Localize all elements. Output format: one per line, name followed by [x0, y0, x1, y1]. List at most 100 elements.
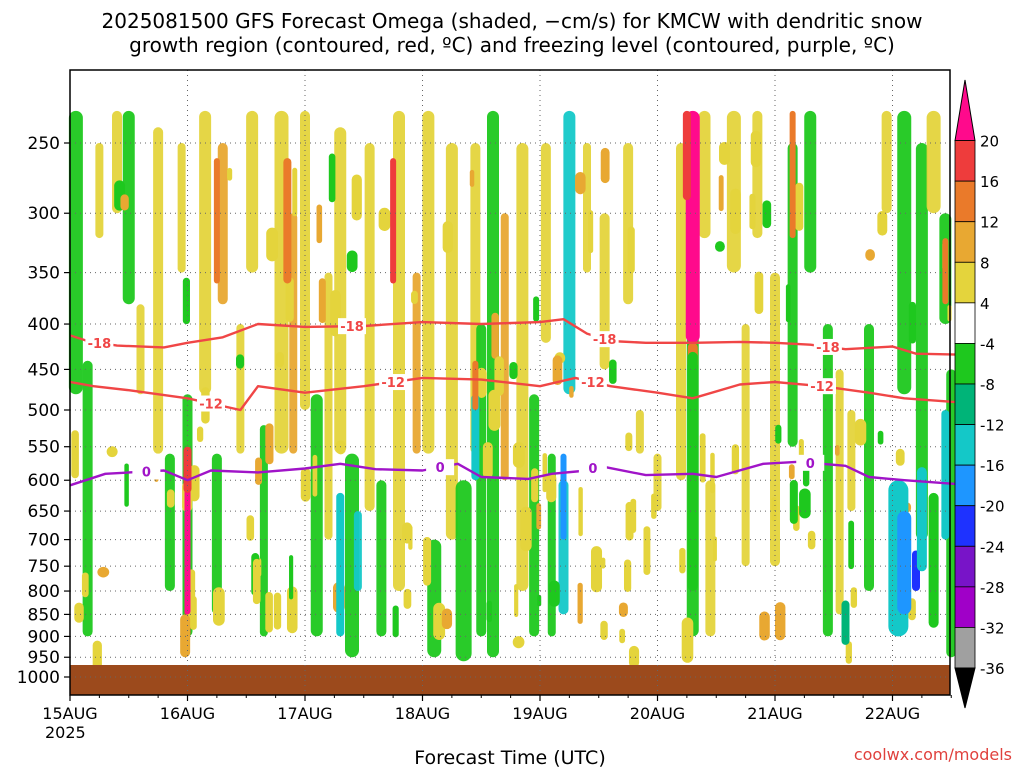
omega-shade	[318, 278, 326, 324]
credit-text: coolwx.com/models	[854, 745, 1012, 764]
omega-shade	[651, 493, 657, 519]
contour-label-bg	[426, 459, 455, 476]
omega-shade	[679, 547, 686, 574]
omega-shade	[106, 446, 118, 458]
omega-shade	[246, 515, 255, 541]
colorbar-segment	[954, 424, 976, 466]
omega-shade	[252, 558, 261, 605]
x-tick-label: 17AUG	[277, 704, 332, 723]
omega-shade	[822, 324, 833, 637]
omega-shade	[227, 167, 233, 181]
omega-shade	[563, 110, 576, 395]
contour-label-bg	[813, 338, 842, 355]
omega-shade	[718, 175, 724, 212]
omega-shade	[749, 193, 756, 230]
omega-shade	[412, 272, 421, 454]
omega-shade	[710, 452, 715, 494]
colorbar-label: -4	[980, 335, 995, 353]
omega-shade	[789, 110, 796, 239]
omega-shade	[392, 605, 399, 638]
omega-shade	[95, 143, 104, 239]
omega-shade	[166, 489, 175, 508]
omega-shade	[153, 127, 164, 454]
omega-shade	[182, 277, 190, 325]
omega-shade	[445, 143, 458, 540]
colorbar-label: 12	[980, 214, 999, 232]
contour-label-bg	[578, 374, 607, 391]
omega-shade	[273, 592, 282, 630]
contour-label: 0	[806, 457, 815, 472]
omega-shade	[552, 355, 563, 385]
omega-shade	[719, 142, 730, 165]
omega-shade	[292, 167, 298, 217]
omega-shade	[681, 617, 694, 663]
omega-shade	[850, 587, 858, 608]
colorbar-segment	[954, 140, 976, 182]
contour-label: -12	[810, 380, 834, 395]
omega-shade	[588, 210, 594, 254]
x-tick-label: 16AUG	[160, 704, 215, 723]
contour-label: 0	[142, 465, 151, 480]
y-tick-label: 800	[28, 582, 60, 602]
omega-shade	[699, 433, 706, 483]
omega-shade	[120, 194, 129, 211]
omega-shade	[941, 410, 950, 540]
omega-shade	[599, 213, 610, 370]
contour-label: 0	[436, 461, 445, 476]
omega-shade	[590, 546, 603, 593]
omega-shade	[854, 418, 867, 446]
omega-shade	[402, 522, 413, 544]
contour-layer: -18 -18 -18 -18 -12 -12 -12 -12 0 0 0 0	[69, 318, 958, 487]
chart-title-line-2: growth region (contoured, red, ºC) and f…	[129, 33, 895, 57]
colorbar-segment	[954, 343, 976, 385]
omega-shade	[213, 158, 220, 284]
contour-label-bg	[338, 318, 366, 335]
omega-shade	[364, 143, 375, 512]
omega-shade	[643, 526, 651, 576]
omega-shade	[916, 467, 927, 572]
omega-shade	[741, 324, 750, 567]
omega-shade	[895, 448, 905, 466]
omega-shade	[310, 394, 323, 637]
colorbar-segment	[954, 586, 976, 628]
x-year-label: 2025	[45, 723, 86, 742]
omega-shade	[81, 572, 89, 598]
omega-shade	[180, 614, 191, 658]
omega-shade	[627, 226, 635, 274]
colorbar-label: -12	[980, 417, 1005, 435]
contour-label-bg	[796, 454, 825, 471]
omega-shade	[236, 324, 245, 454]
colorbar-segment	[954, 464, 976, 507]
contour-label: 0	[588, 462, 597, 477]
y-tick-label: 850	[28, 605, 60, 625]
omega-shade	[488, 389, 501, 431]
omega-shade	[618, 602, 628, 617]
omega-shade	[877, 430, 884, 445]
omega-shade	[540, 143, 551, 343]
omega-shade	[600, 620, 608, 640]
y-tick-label: 250	[28, 134, 60, 154]
chart-title-line-1: 2025081500 GFS Forecast Omega (shaded, −…	[102, 9, 923, 33]
y-tick-label: 500	[28, 401, 60, 421]
omega-shade	[865, 249, 875, 261]
omega-shade	[316, 204, 323, 244]
colorbar-segment	[954, 505, 976, 547]
omega-shade	[770, 272, 780, 567]
omega-shade	[74, 602, 84, 623]
omega-shade	[487, 110, 499, 658]
colorbar-segment	[954, 261, 976, 304]
omega-shade	[494, 356, 504, 396]
omega-shade	[212, 587, 225, 626]
y-tick-label: 350	[28, 264, 60, 284]
omega-shade	[698, 110, 711, 239]
omega-shade	[771, 497, 777, 522]
contour-label-bg	[578, 460, 607, 477]
omega-shade	[881, 110, 892, 214]
colorbar-label: -20	[980, 498, 1005, 516]
omega-shade	[864, 324, 874, 592]
omega-shade	[799, 488, 811, 519]
omega-shade	[548, 580, 560, 607]
omega-shade	[795, 182, 804, 231]
y-tick-label: 950	[28, 648, 60, 668]
